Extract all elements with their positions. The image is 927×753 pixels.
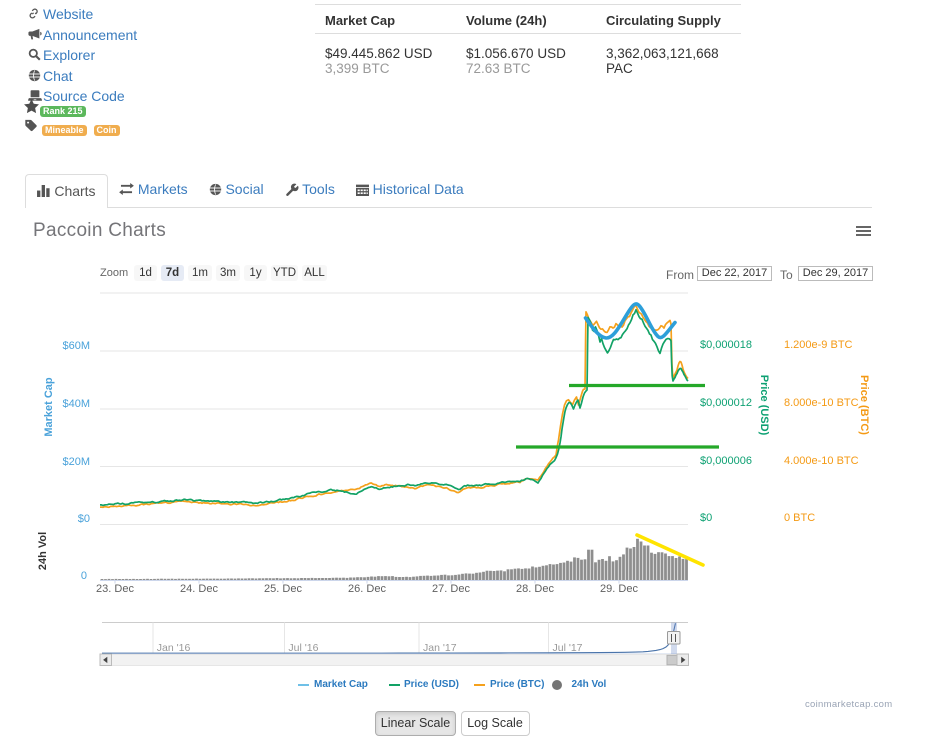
svg-text:0 BTC: 0 BTC <box>784 512 815 524</box>
svg-text:Jan '17: Jan '17 <box>423 642 457 654</box>
svg-text:23. Dec: 23. Dec <box>96 583 134 595</box>
svg-text:$0: $0 <box>78 513 90 525</box>
svg-text:8.000e-10 BTC: 8.000e-10 BTC <box>784 397 859 409</box>
svg-text:$0,000018: $0,000018 <box>700 339 752 351</box>
svg-text:29. Dec: 29. Dec <box>600 583 638 595</box>
svg-text:24h Vol: 24h Vol <box>37 532 49 570</box>
svg-text:$0: $0 <box>700 512 712 524</box>
svg-text:1.200e-9 BTC: 1.200e-9 BTC <box>784 339 853 351</box>
svg-text:$60M: $60M <box>62 340 90 352</box>
svg-text:Price (BTC): Price (BTC) <box>858 375 870 435</box>
svg-text:Price (USD): Price (USD) <box>758 375 770 436</box>
svg-text:25. Dec: 25. Dec <box>264 583 302 595</box>
svg-text:Jul '16: Jul '16 <box>288 642 318 654</box>
svg-text:$20M: $20M <box>62 456 90 468</box>
svg-text:$0,000006: $0,000006 <box>700 455 752 467</box>
svg-text:24. Dec: 24. Dec <box>180 583 218 595</box>
svg-text:0: 0 <box>81 570 87 582</box>
svg-text:26. Dec: 26. Dec <box>348 583 386 595</box>
svg-text:27. Dec: 27. Dec <box>432 583 470 595</box>
svg-text:Jan '16: Jan '16 <box>157 642 191 654</box>
svg-text:$0,000012: $0,000012 <box>700 397 752 409</box>
svg-text:Jul '17: Jul '17 <box>553 642 583 654</box>
svg-text:Market Cap: Market Cap <box>43 377 55 437</box>
svg-text:4.000e-10 BTC: 4.000e-10 BTC <box>784 455 859 467</box>
svg-text:$40M: $40M <box>62 398 90 410</box>
svg-text:28. Dec: 28. Dec <box>516 583 554 595</box>
